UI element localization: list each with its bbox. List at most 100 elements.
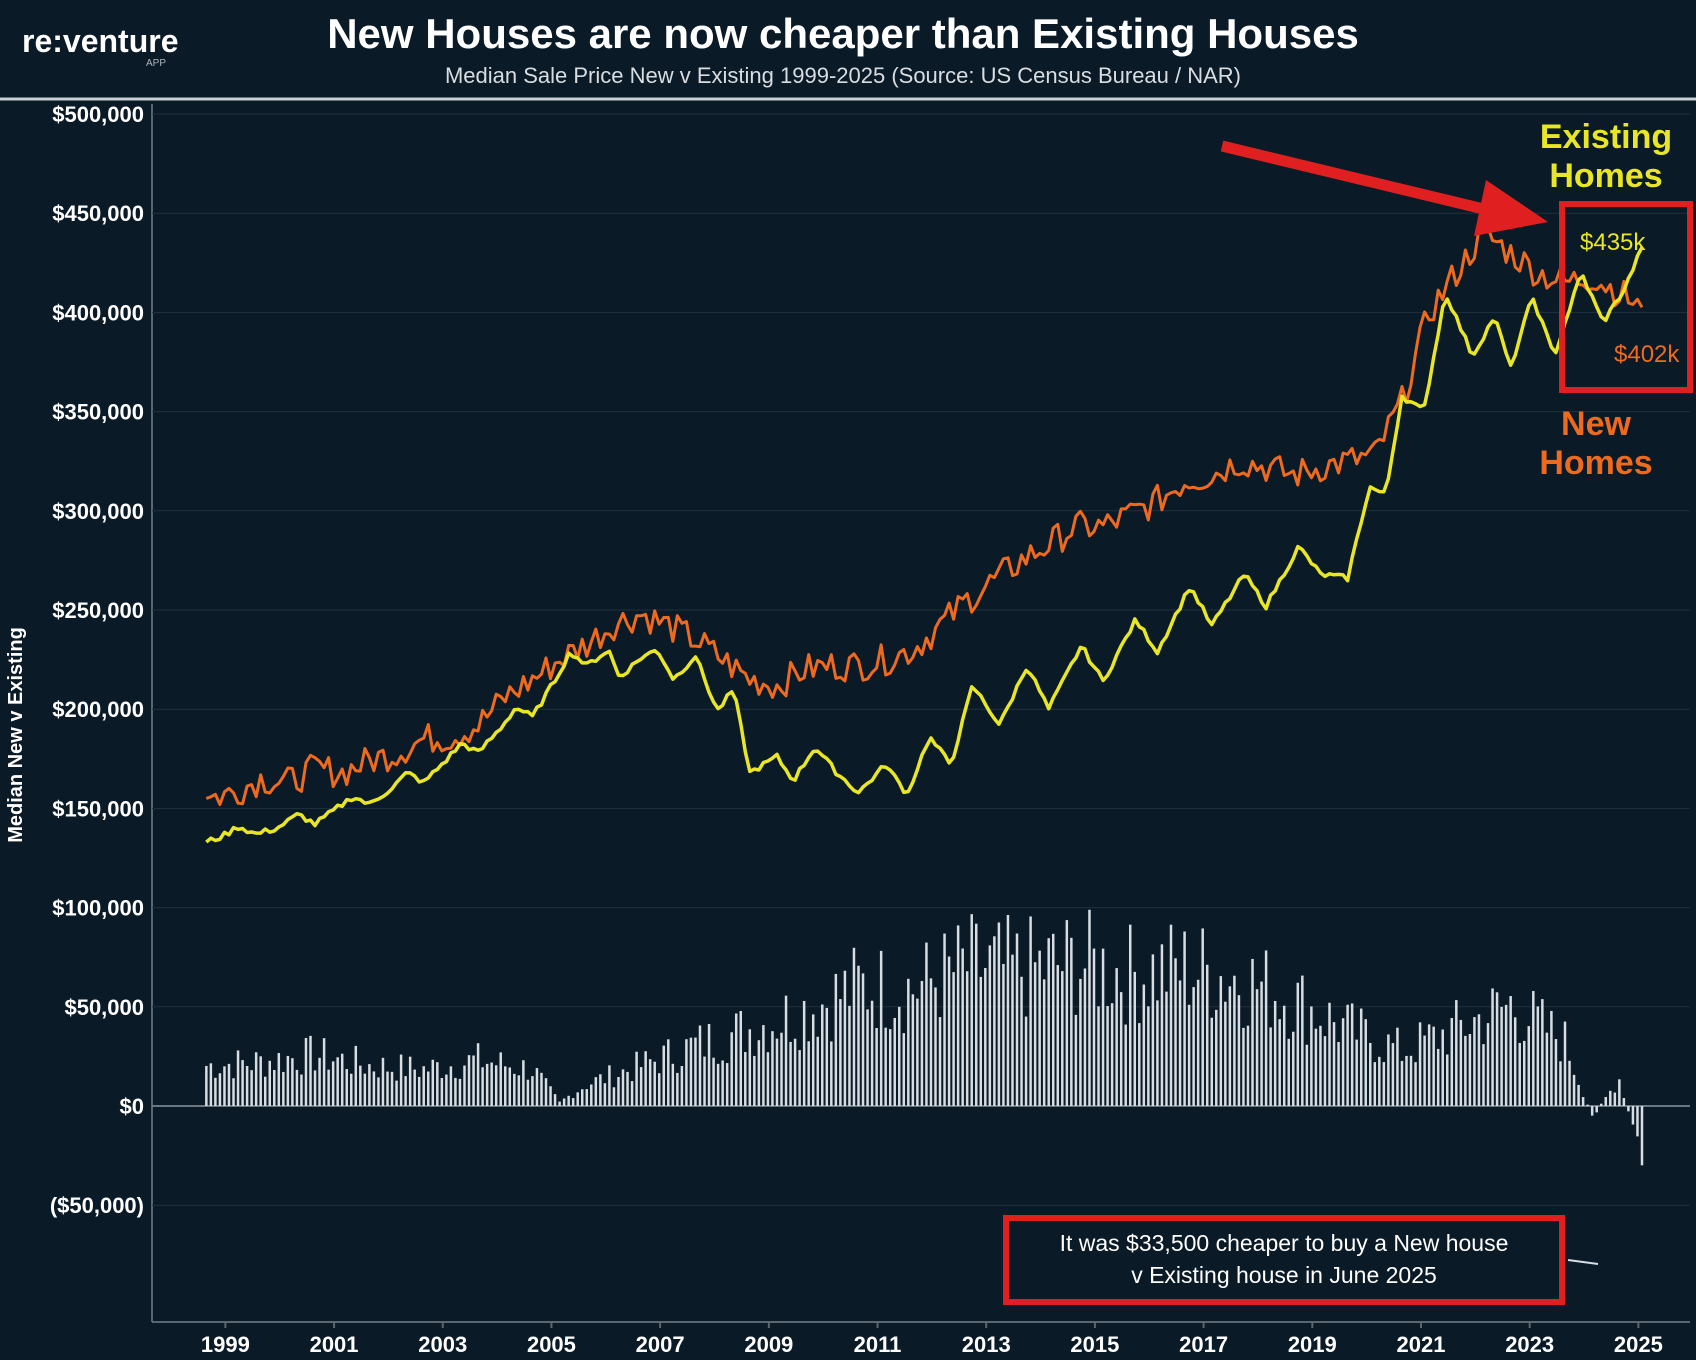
y-tick-label: $100,000	[52, 896, 144, 921]
difference-bar	[1513, 1017, 1517, 1106]
difference-bar	[300, 1074, 303, 1106]
difference-bar	[1020, 976, 1023, 1106]
difference-bar	[947, 956, 951, 1106]
series-lines	[205, 221, 1644, 844]
difference-bar	[1310, 1006, 1313, 1106]
difference-bar	[1242, 1027, 1245, 1106]
difference-bar	[1341, 1018, 1345, 1106]
new-homes-label-line2: Homes	[1539, 444, 1652, 482]
difference-bar	[485, 1063, 489, 1106]
difference-bar	[1405, 1055, 1408, 1106]
new-homes-label-line1: New	[1561, 405, 1631, 443]
difference-bar	[241, 1060, 244, 1106]
difference-bar	[1165, 991, 1168, 1106]
difference-bar	[395, 1080, 398, 1106]
difference-bar	[481, 1067, 484, 1106]
difference-bar	[1292, 1031, 1295, 1106]
difference-bar	[490, 1062, 493, 1106]
difference-bar	[386, 1071, 389, 1106]
difference-bar	[970, 914, 973, 1106]
difference-bar	[916, 998, 919, 1106]
callout-arrow	[1220, 140, 1548, 236]
difference-bar	[1201, 928, 1204, 1106]
difference-bar	[517, 1075, 521, 1106]
difference-bar	[1599, 1103, 1603, 1106]
difference-bar	[1215, 1009, 1218, 1106]
difference-bar	[739, 1010, 742, 1106]
x-tick-label: 2011	[854, 1332, 902, 1357]
difference-bar	[1436, 1048, 1440, 1106]
difference-bar	[1464, 1035, 1467, 1106]
difference-bar	[929, 978, 933, 1106]
difference-bar	[1228, 986, 1232, 1106]
logo-sub: APP	[146, 58, 166, 69]
difference-bar	[762, 1025, 765, 1106]
difference-bar	[988, 945, 992, 1106]
difference-bar	[979, 976, 983, 1106]
difference-bar	[472, 1055, 475, 1106]
difference-bar	[1106, 1006, 1109, 1106]
difference-bar	[1350, 1003, 1354, 1106]
difference-bar	[1088, 909, 1091, 1106]
difference-bar	[757, 1040, 761, 1106]
difference-bar	[209, 1063, 213, 1106]
difference-bar	[725, 1063, 729, 1106]
difference-bar	[1301, 975, 1304, 1106]
difference-bar	[766, 1052, 770, 1106]
difference-bar	[1359, 1008, 1363, 1106]
difference-bar	[1468, 1034, 1472, 1106]
difference-bar	[1364, 1019, 1367, 1106]
difference-bar	[322, 1038, 326, 1106]
difference-bar	[662, 1045, 666, 1106]
difference-bar	[259, 1056, 262, 1106]
difference-bar	[1572, 1074, 1576, 1106]
difference-bar	[1296, 982, 1300, 1106]
difference-bar	[1450, 1018, 1454, 1106]
difference-bar	[965, 971, 969, 1106]
difference-bar	[1074, 1014, 1078, 1106]
difference-bar	[617, 1076, 620, 1106]
difference-bar	[522, 1060, 525, 1106]
difference-bar	[1391, 1043, 1395, 1106]
difference-bar	[1205, 964, 1209, 1106]
difference-bar	[562, 1098, 566, 1106]
difference-bar	[214, 1077, 217, 1106]
difference-bar	[1110, 1003, 1114, 1106]
difference-bar	[870, 1000, 874, 1106]
difference-bar	[504, 1066, 507, 1106]
difference-bar	[1251, 958, 1254, 1106]
difference-bar	[1337, 1041, 1340, 1106]
x-tick-label: 2025	[1614, 1332, 1663, 1357]
difference-bar	[694, 1037, 697, 1106]
difference-bar	[1224, 1001, 1227, 1106]
y-tick-labels: $500,000 $450,000 $400,000 $350,000 $300,000…	[50, 102, 144, 1218]
difference-bar	[286, 1055, 290, 1106]
logo-text: re:venture	[22, 23, 179, 59]
difference-bar	[1151, 954, 1155, 1106]
difference-bar	[254, 1052, 258, 1106]
difference-bar	[1047, 938, 1050, 1106]
difference-bar	[993, 936, 996, 1106]
x-tick-label: 2001	[310, 1332, 359, 1357]
difference-bar	[1011, 954, 1014, 1106]
difference-bar	[744, 1052, 747, 1106]
difference-bar	[1491, 988, 1494, 1106]
difference-bar	[1246, 1025, 1250, 1106]
difference-bar	[676, 1072, 679, 1106]
difference-bar	[1015, 933, 1019, 1106]
difference-bar	[417, 1076, 421, 1106]
existing-homes-label-line1: Existing	[1540, 118, 1672, 156]
x-tick-label: 2005	[527, 1332, 576, 1357]
y-tick-label: $50,000	[64, 995, 144, 1020]
difference-bar	[549, 1086, 552, 1106]
difference-bar	[1522, 1040, 1526, 1106]
difference-bar	[1323, 1036, 1327, 1106]
difference-bar	[784, 995, 788, 1106]
difference-bar	[716, 1063, 720, 1106]
difference-bar	[1024, 1016, 1028, 1106]
difference-bar	[1409, 1055, 1413, 1106]
difference-bar	[920, 980, 924, 1106]
difference-bar	[377, 1077, 380, 1106]
